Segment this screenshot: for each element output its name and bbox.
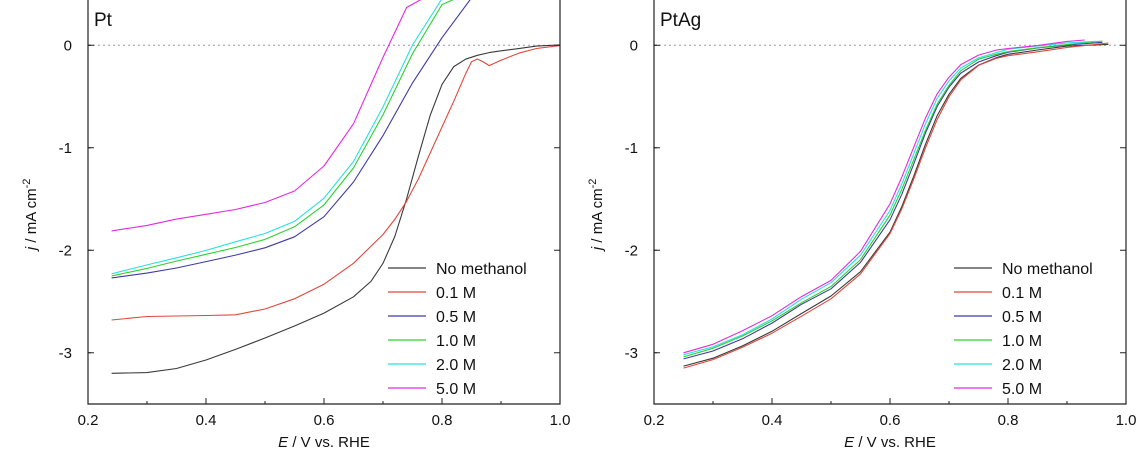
legend-label: 0.5 M	[436, 309, 476, 326]
x-tick-label: 1.0	[550, 412, 571, 429]
x-tick-label: 1.0	[1116, 412, 1137, 429]
legend-label: 0.1 M	[436, 285, 476, 302]
series-line-2-0-m	[683, 40, 1097, 356]
series-line-0-1-m	[111, 45, 560, 321]
legend-label: 0.5 M	[1002, 309, 1042, 326]
series-line-1-0-m	[111, 0, 454, 277]
x-tick-label: 0.4	[196, 412, 217, 429]
legend-label: 0.1 M	[1002, 285, 1042, 302]
y-tick-label: -2	[625, 242, 638, 259]
y-tick-label: -3	[59, 345, 72, 362]
legend: No methanol 0.1 M 0.5 M 1.0 M 2.0 M 5.0 M	[388, 261, 527, 398]
chart-panel-1: 0.2 0.4 0.6 0.8 1.0 -3 -2 -1 0 PtAg E / V vs. RHE j…	[587, 0, 1136, 451]
y-axis-label: j / mA cm-2	[21, 179, 40, 252]
panel-label: PtAg	[660, 10, 701, 31]
y-tick-label: 0	[64, 37, 72, 54]
legend: No methanol 0.1 M 0.5 M 1.0 M 2.0 M 5.0 M	[954, 261, 1093, 398]
chart-panel-0: 0.2 0.4 0.6 0.8 1.0 -3 -2 -1 0 Pt E / V vs. RHE j /…	[21, 0, 570, 451]
y-tick-label: -1	[625, 140, 638, 157]
plot-frame	[87, 0, 561, 405]
legend-label: 1.0 M	[1002, 333, 1042, 350]
legend-label: 5.0 M	[1002, 381, 1042, 398]
x-tick-label: 0.4	[762, 412, 783, 429]
legend-label: 2.0 M	[436, 357, 476, 374]
series-line-5-0-m	[683, 39, 1085, 354]
x-tick-label: 0.6	[880, 412, 901, 429]
panel-label: Pt	[94, 10, 113, 31]
series-line-0-5-m	[683, 41, 1103, 360]
y-tick-label: -3	[625, 345, 638, 362]
x-tick-label: 0.8	[998, 412, 1019, 429]
series-line-0-5-m	[111, 0, 471, 279]
x-axis-label: E / V vs. RHE	[844, 434, 936, 451]
x-tick-label: 0.6	[314, 412, 335, 429]
series-line-1-0-m	[683, 40, 1103, 358]
series-line-5-0-m	[111, 0, 422, 232]
y-tick-label: -2	[59, 242, 72, 259]
x-tick-label: 0.8	[432, 412, 453, 429]
series-line-2-0-m	[111, 0, 442, 275]
legend-label: No methanol	[436, 261, 527, 278]
series-line-no-methanol	[111, 44, 560, 374]
series-line-0-1-m	[683, 42, 1109, 369]
y-tick-label: 0	[630, 37, 638, 54]
y-axis-label: j / mA cm-2	[587, 179, 606, 252]
x-tick-label: 0.2	[644, 412, 665, 429]
legend-label: 1.0 M	[436, 333, 476, 350]
series-line-no-methanol	[683, 43, 1109, 367]
x-tick-label: 0.2	[78, 412, 99, 429]
legend-label: 2.0 M	[1002, 357, 1042, 374]
y-tick-label: -1	[59, 140, 72, 157]
legend-label: No methanol	[1002, 261, 1093, 278]
x-axis-label: E / V vs. RHE	[278, 434, 370, 451]
legend-label: 5.0 M	[436, 381, 476, 398]
